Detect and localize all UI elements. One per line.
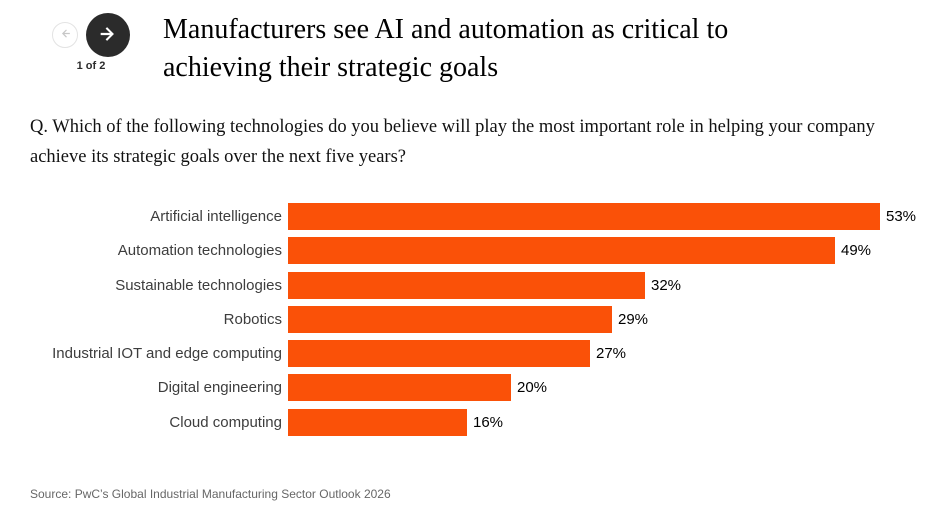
survey-question: Q. Which of the following technologies d… [30,117,875,167]
bar [288,340,590,368]
value-label: 27% [596,345,627,363]
bar [288,271,645,299]
chart-row: Industrial IOT and edge computing 27% [30,340,916,368]
category-label: Automation technologies [117,242,282,260]
pagination-controls: 1 of 2 [52,13,130,72]
category-label: Robotics [223,310,282,328]
category-label: Industrial IOT and edge computing [52,345,282,363]
page-title-line-2: achieving their strategic goals [163,52,499,83]
arrow-left-icon [59,27,72,43]
bar [288,203,880,230]
value-label: 32% [651,276,682,294]
chart-row: Cloud computing 16% [30,408,916,436]
value-label: 16% [473,413,504,431]
chart-row: Robotics 29% [30,305,916,333]
value-label: 49% [841,242,872,260]
value-label: 29% [618,310,649,328]
chart-row: Artificial intelligence 53% [30,203,916,230]
previous-slide-button[interactable] [52,22,78,48]
nav-buttons [52,13,130,57]
category-label: Digital engineering [157,379,282,397]
category-label: Sustainable technologies [115,276,282,294]
bar [288,408,467,436]
bar [288,374,511,402]
value-label: 20% [517,379,548,397]
page-indicator: 1 of 2 [76,60,106,72]
page-title: Manufacturers see AI and automation as c… [163,11,728,87]
arrow-right-icon [97,23,119,48]
value-label: 53% [886,208,917,225]
page-title-line-1: Manufacturers see AI and automation as c… [163,14,729,45]
bar [288,237,835,265]
chart-row: Sustainable technologies 32% [30,271,916,299]
next-slide-button[interactable] [86,13,130,57]
category-label: Artificial intelligence [150,208,282,225]
source-note: Source: PwC’s Global Industrial Manufact… [30,487,391,501]
chart-row: Automation technologies 49% [30,237,916,265]
category-label: Cloud computing [169,413,282,431]
bar-chart: Artificial intelligence 53% Automation tec… [30,203,916,443]
bar [288,305,612,333]
chart-row: Digital engineering 20% [30,374,916,402]
